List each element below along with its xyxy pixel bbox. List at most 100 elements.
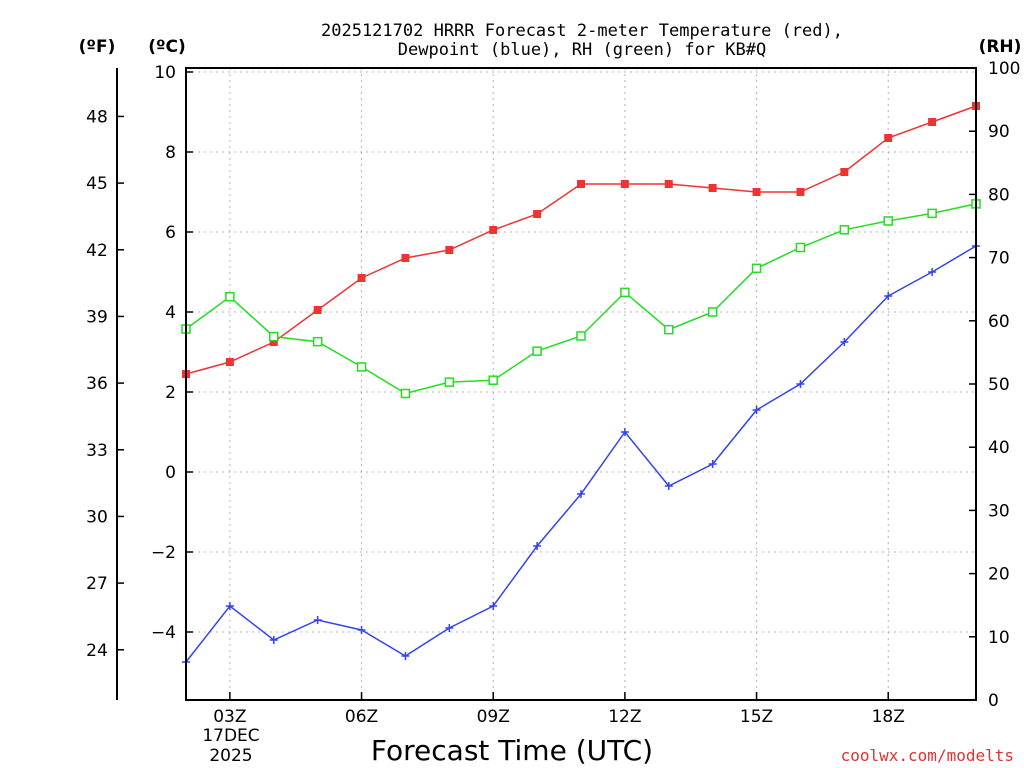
rh-point bbox=[269, 331, 279, 342]
rh-tick-label: 90 bbox=[988, 122, 1010, 142]
credit-link[interactable]: coolwx.com/modelts bbox=[841, 746, 1014, 765]
rh-tick-label: 60 bbox=[988, 312, 1010, 332]
temperature-point bbox=[357, 274, 366, 282]
temperature-point bbox=[313, 306, 322, 314]
temperature-point bbox=[533, 210, 542, 218]
date-label-day: 17DEC bbox=[202, 726, 259, 746]
dewpoint-point bbox=[313, 616, 322, 624]
dewpoint-point bbox=[269, 636, 278, 644]
celsius-tick-label: 4 bbox=[165, 303, 176, 323]
temperature-point bbox=[225, 358, 234, 366]
temperature-point bbox=[269, 338, 278, 346]
time-tick-label: 03Z bbox=[213, 707, 246, 727]
dewpoint-point bbox=[357, 626, 366, 634]
temperature-point bbox=[884, 134, 893, 142]
fahrenheit-tick-label: 33 bbox=[86, 441, 108, 461]
rh-unit-label: (RH) bbox=[979, 37, 1022, 57]
dewpoint-point bbox=[620, 428, 629, 436]
dewpoint-point bbox=[708, 460, 717, 468]
temperature-point bbox=[401, 254, 410, 262]
rh-point bbox=[707, 307, 718, 317]
dewpoint-point bbox=[225, 602, 234, 610]
temperature-point bbox=[577, 180, 585, 188]
dewpoint-point bbox=[884, 292, 893, 300]
x-axis-title: Forecast Time (UTC) bbox=[371, 734, 653, 767]
rh-point bbox=[883, 216, 893, 226]
celsius-unit-label: (ºC) bbox=[148, 37, 186, 57]
temperature-point bbox=[840, 168, 849, 176]
fahrenheit-tick-label: 39 bbox=[86, 307, 108, 327]
rh-point bbox=[620, 287, 630, 298]
dewpoint-point bbox=[840, 338, 849, 346]
dewpoint-point bbox=[445, 624, 454, 632]
fahrenheit-axis: 48 45 42 39 36 33 30 27 24 bbox=[86, 68, 124, 700]
rh-tick-label: 30 bbox=[988, 501, 1010, 521]
rh-point bbox=[839, 225, 850, 235]
rh-tick-label: 20 bbox=[988, 565, 1010, 585]
time-axis: 03Z 06Z 09Z 12Z 15Z 18Z bbox=[213, 692, 905, 727]
temperature-point bbox=[620, 180, 629, 188]
rh-line bbox=[185, 203, 977, 395]
rh-point bbox=[576, 331, 586, 341]
rh-tick-label: 50 bbox=[988, 375, 1010, 395]
grid-lines bbox=[186, 68, 976, 700]
dewpoint-point bbox=[928, 268, 937, 276]
rh-point bbox=[312, 336, 323, 347]
rh-tick-label: 10 bbox=[988, 628, 1010, 648]
fahrenheit-tick-label: 36 bbox=[86, 374, 108, 394]
rh-point bbox=[664, 324, 674, 335]
temperature-point bbox=[796, 188, 805, 196]
dewpoint-point bbox=[664, 482, 673, 490]
celsius-tick-label: 8 bbox=[165, 143, 176, 163]
rh-point bbox=[444, 377, 455, 387]
fahrenheit-tick-label: 24 bbox=[86, 641, 108, 661]
rh-point bbox=[356, 362, 367, 372]
temperature-point bbox=[664, 180, 673, 188]
dewpoint-line bbox=[185, 245, 977, 663]
temperature-point bbox=[445, 246, 454, 254]
fahrenheit-tick-label: 42 bbox=[86, 241, 108, 261]
series-lines bbox=[181, 102, 981, 666]
rh-point bbox=[751, 263, 762, 274]
time-tick-label: 12Z bbox=[608, 707, 641, 727]
time-tick-label: 15Z bbox=[740, 707, 773, 727]
temperature-point bbox=[752, 188, 761, 196]
rh-point bbox=[927, 208, 937, 219]
celsius-tick-label: 6 bbox=[165, 223, 176, 243]
temperature-point bbox=[928, 118, 937, 126]
rh-point bbox=[488, 375, 498, 385]
celsius-tick-label: 0 bbox=[165, 463, 176, 483]
plot-frame bbox=[185, 67, 977, 701]
rh-tick-label: 80 bbox=[988, 185, 1010, 205]
rh-tick-label: 0 bbox=[988, 691, 999, 711]
celsius-tick-label: 2 bbox=[165, 383, 176, 403]
time-tick-label: 09Z bbox=[477, 707, 510, 727]
celsius-tick-label: 10 bbox=[154, 63, 176, 83]
fahrenheit-tick-label: 30 bbox=[86, 507, 108, 527]
rh-tick-label: 40 bbox=[988, 438, 1010, 458]
rh-tick-label: 100 bbox=[988, 59, 1020, 79]
rh-tick-label: 70 bbox=[988, 249, 1010, 269]
celsius-tick-label: −2 bbox=[151, 543, 176, 563]
celsius-axis: 10 8 6 4 2 0 −2 −4 bbox=[151, 63, 193, 643]
date-label-year: 2025 bbox=[209, 746, 252, 766]
chart-title-line-1: 2025121702 HRRR Forecast 2-meter Tempera… bbox=[321, 21, 843, 41]
fahrenheit-tick-label: 45 bbox=[86, 174, 108, 194]
chart-title-line-2: Dewpoint (blue), RH (green) for KB#Q bbox=[398, 40, 766, 60]
dewpoint-point bbox=[489, 602, 498, 610]
celsius-tick-label: −4 bbox=[151, 623, 176, 643]
time-tick-label: 18Z bbox=[872, 707, 905, 727]
rh-point bbox=[225, 292, 235, 302]
dewpoint-point bbox=[401, 652, 410, 660]
dewpoint-point bbox=[577, 490, 585, 498]
rh-point bbox=[795, 242, 806, 253]
fahrenheit-unit-label: (ºF) bbox=[79, 37, 116, 57]
rh-point bbox=[532, 346, 542, 356]
dewpoint-point bbox=[752, 406, 761, 414]
dewpoint-point bbox=[796, 380, 805, 388]
dewpoint-point bbox=[533, 542, 542, 550]
fahrenheit-tick-label: 27 bbox=[86, 574, 108, 594]
temperature-point bbox=[489, 226, 498, 234]
